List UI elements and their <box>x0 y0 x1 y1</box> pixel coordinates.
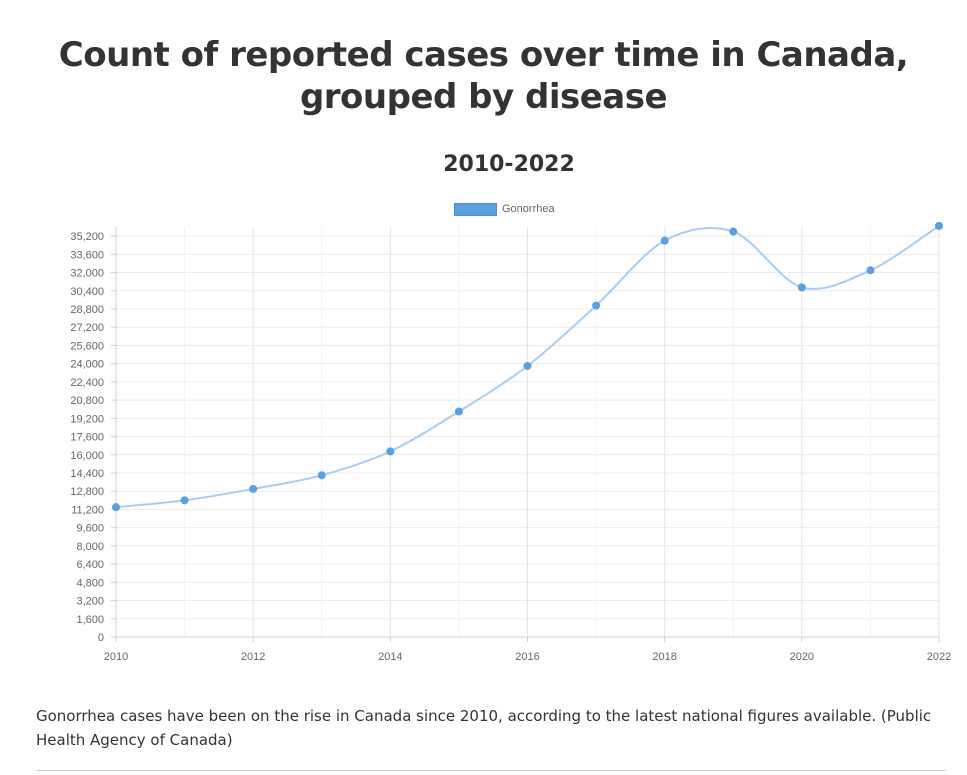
caption-divider <box>36 770 946 771</box>
data-point-2013[interactable] <box>317 471 326 480</box>
y-tick-label: 19,200 <box>70 413 104 425</box>
line-chart: 0 1,600 3,200 4,800 6,400 8,000 9,600 11,200 12,… <box>70 221 951 663</box>
y-tick-label: 28,800 <box>70 304 104 316</box>
chart-subtitle: 2010-2022 <box>443 152 575 177</box>
y-tick-label: 14,400 <box>70 468 104 480</box>
y-tick-label: 27,200 <box>70 322 104 334</box>
y-tick-label: 3,200 <box>76 596 104 608</box>
y-tick-label: 1,600 <box>76 614 104 626</box>
chart-tick-labels: 0 1,600 3,200 4,800 6,400 8,000 9,600 11,200 12,… <box>70 231 951 663</box>
x-tick-label: 2022 <box>927 651 951 663</box>
data-point-2021[interactable] <box>866 266 875 275</box>
y-tick-label: 20,800 <box>70 395 104 407</box>
chart-title: Count of reported cases over time in Can… <box>0 34 967 118</box>
y-tick-label: 24,000 <box>70 359 104 371</box>
data-point-2015[interactable] <box>454 407 463 416</box>
chart-series <box>112 221 943 512</box>
chart-legend[interactable]: Gonorrhea <box>454 201 555 217</box>
x-tick-label: 2016 <box>515 651 539 663</box>
x-tick-label: 2010 <box>104 651 128 663</box>
data-point-2012[interactable] <box>249 484 258 493</box>
y-tick-label: 8,000 <box>76 541 104 553</box>
y-tick-label: 4,800 <box>76 577 104 589</box>
y-tick-label: 30,400 <box>70 286 104 298</box>
figure-caption: Gonorrhea cases have been on the rise in… <box>36 707 932 749</box>
y-tick-label: 22,400 <box>70 377 104 389</box>
legend-label-gonorrhea: Gonorrhea <box>502 203 555 215</box>
data-point-2016[interactable] <box>523 361 532 370</box>
y-tick-label: 9,600 <box>76 523 104 535</box>
chart-title-line-1: Count of reported cases over time in Can… <box>58 35 909 75</box>
y-tick-label: 11,200 <box>71 504 104 516</box>
chart-title-line-2: grouped by disease <box>299 77 668 117</box>
y-tick-label: 16,000 <box>70 450 104 462</box>
x-tick-label: 2018 <box>652 651 676 663</box>
x-tick-label: 2012 <box>241 651 265 663</box>
x-tick-label: 2014 <box>378 651 402 663</box>
legend-swatch-gonorrhea <box>454 202 497 216</box>
y-tick-label: 17,600 <box>70 432 104 444</box>
data-point-2018[interactable] <box>660 236 669 245</box>
y-tick-label: 6,400 <box>76 559 104 571</box>
y-tick-label: 32,000 <box>70 268 104 280</box>
chart-axes <box>111 227 940 642</box>
y-tick-label: 0 <box>98 632 104 644</box>
y-tick-label: 33,600 <box>70 249 104 261</box>
y-tick-label: 25,600 <box>70 340 104 352</box>
y-tick-label: 35,200 <box>70 231 104 243</box>
data-point-2010[interactable] <box>112 503 120 512</box>
data-point-2014[interactable] <box>386 447 395 456</box>
data-point-2020[interactable] <box>797 283 806 292</box>
y-tick-label: 12,800 <box>70 486 104 498</box>
data-point-2011[interactable] <box>180 496 189 505</box>
data-point-2017[interactable] <box>592 301 601 310</box>
data-point-2019[interactable] <box>729 227 738 236</box>
x-tick-label: 2020 <box>790 651 814 663</box>
data-point-2022[interactable] <box>935 221 943 230</box>
